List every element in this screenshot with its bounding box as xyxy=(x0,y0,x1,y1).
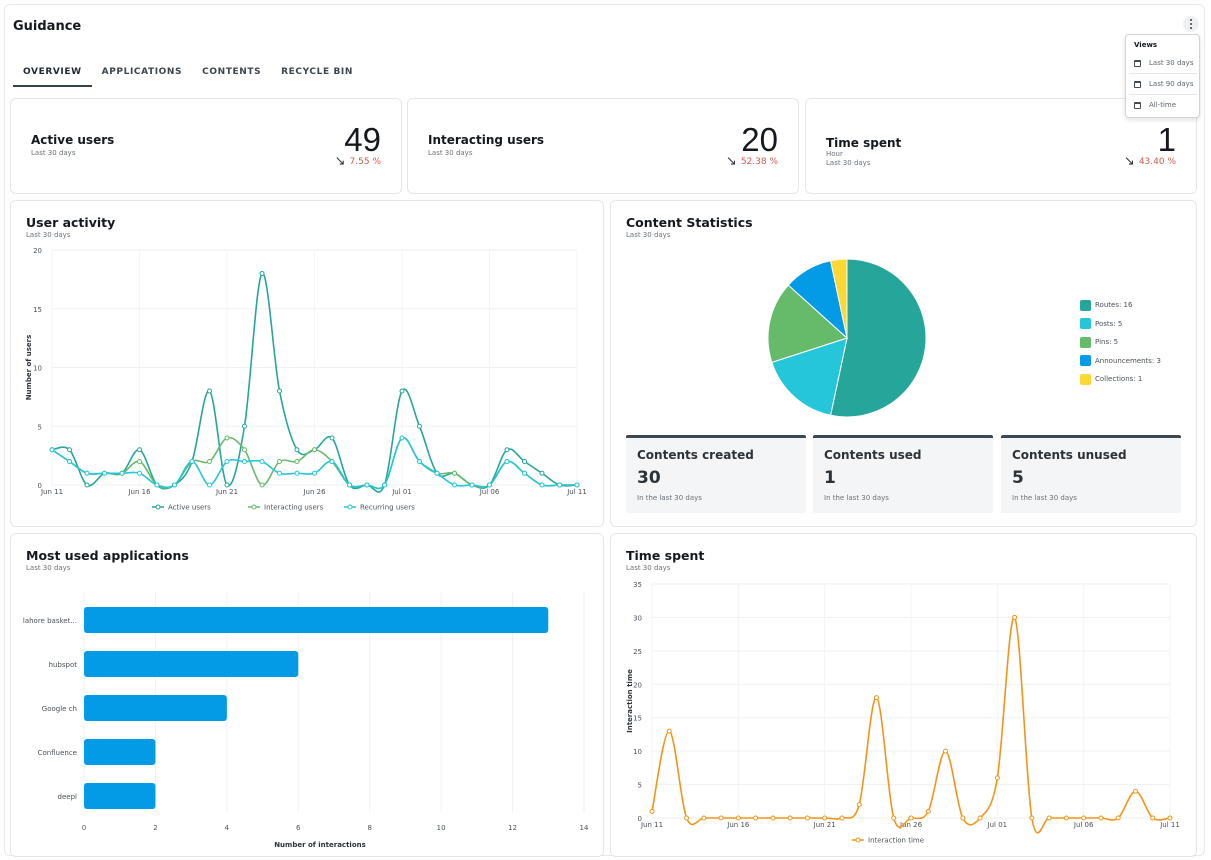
legend-label: Collections: 1 xyxy=(1095,375,1143,384)
kpi-period: Last 30 days xyxy=(826,159,871,167)
arrow-down-right-icon: ↘ xyxy=(1123,154,1135,169)
views-menu-title: Views xyxy=(1134,41,1158,49)
arrow-down-right-icon: ↘ xyxy=(334,154,346,169)
card-period: Last 30 days xyxy=(626,231,671,239)
card-period: Last 30 days xyxy=(26,231,71,239)
views-menu: Views Last 30 days Last 90 days All-time xyxy=(1125,34,1200,118)
kpi-label: Time spent xyxy=(826,136,902,150)
tab-applications[interactable]: APPLICATIONS xyxy=(101,67,183,77)
time-spent-card: Time spent Last 30 days xyxy=(610,533,1197,857)
kpi-card-active-users: Active users Last 30 days 49 ↘ 7.55 % xyxy=(10,98,402,194)
stat-contents-used: Contents used 1 In the last 30 days xyxy=(813,435,993,513)
dashboard-frame xyxy=(4,4,1205,856)
stat-sub: In the last 30 days xyxy=(1012,494,1077,502)
pie-legend: Routes: 16 Posts: 5 Pins: 5 Announcement… xyxy=(1080,296,1161,389)
kpi-trend: ↘ 43.40 % xyxy=(1123,154,1176,169)
card-title: Content Statistics xyxy=(626,215,753,230)
kpi-trend-value: 7.55 % xyxy=(349,157,381,167)
most-used-apps-card: Most used applications Last 30 days xyxy=(10,533,604,857)
legend-label: Routes: 16 xyxy=(1095,301,1133,310)
card-period: Last 30 days xyxy=(626,564,671,572)
kpi-trend: ↘ 52.38 % xyxy=(725,154,778,169)
legend-item-posts[interactable]: Posts: 5 xyxy=(1080,315,1161,334)
legend-label: Announcements: 3 xyxy=(1095,356,1161,365)
legend-item-pins[interactable]: Pins: 5 xyxy=(1080,333,1161,352)
kpi-unit: Hour xyxy=(826,150,843,158)
view-all-time[interactable]: All-time xyxy=(1129,95,1197,115)
view-label: Last 90 days xyxy=(1149,80,1194,88)
page-title: Guidance xyxy=(13,19,82,34)
card-title: User activity xyxy=(26,215,116,230)
legend-item-announcements[interactable]: Announcements: 3 xyxy=(1080,352,1161,371)
legend-label: Posts: 5 xyxy=(1095,319,1123,328)
kpi-value: 49 xyxy=(344,121,381,158)
kpi-period: Last 30 days xyxy=(428,149,473,157)
tab-bar: OVERVIEW APPLICATIONS CONTENTS RECYCLE B… xyxy=(13,66,363,87)
stat-label: Contents used xyxy=(824,448,922,462)
tab-overview[interactable]: OVERVIEW xyxy=(13,66,92,87)
card-title: Time spent xyxy=(626,548,705,563)
stat-value: 30 xyxy=(637,468,661,488)
calendar-icon xyxy=(1134,101,1141,109)
kpi-value: 1 xyxy=(1157,121,1176,158)
legend-label: Pins: 5 xyxy=(1095,338,1119,347)
kpi-trend: ↘ 7.55 % xyxy=(334,154,381,169)
kpi-period: Last 30 days xyxy=(31,149,76,157)
legend-item-collections[interactable]: Collections: 1 xyxy=(1080,370,1161,389)
stat-value: 1 xyxy=(824,468,836,488)
stat-sub: In the last 30 days xyxy=(637,494,702,502)
view-label: All-time xyxy=(1149,101,1177,109)
stat-label: Contents unused xyxy=(1012,448,1127,462)
card-period: Last 30 days xyxy=(26,564,71,572)
tab-contents[interactable]: CONTENTS xyxy=(202,67,262,77)
legend-item-routes[interactable]: Routes: 16 xyxy=(1080,296,1161,315)
kpi-trend-value: 52.38 % xyxy=(740,157,778,167)
stat-label: Contents created xyxy=(637,448,754,462)
arrow-down-right-icon: ↘ xyxy=(725,154,737,169)
stat-sub: In the last 30 days xyxy=(824,494,889,502)
card-title: Most used applications xyxy=(26,548,189,563)
view-last-90-days[interactable]: Last 90 days xyxy=(1129,74,1197,94)
calendar-icon xyxy=(1134,80,1141,88)
kpi-label: Active users xyxy=(31,133,115,147)
kpi-value: 20 xyxy=(741,121,778,158)
view-last-30-days[interactable]: Last 30 days xyxy=(1129,53,1197,73)
view-label: Last 30 days xyxy=(1149,59,1194,67)
vertical-ellipsis-icon[interactable] xyxy=(1183,16,1199,32)
stat-value: 5 xyxy=(1012,468,1024,488)
kpi-trend-value: 43.40 % xyxy=(1138,157,1176,167)
kpi-card-interacting-users: Interacting users Last 30 days 20 ↘ 52.38… xyxy=(407,98,799,194)
calendar-icon xyxy=(1134,59,1141,67)
kpi-label: Interacting users xyxy=(428,133,545,147)
user-activity-card: User activity Last 30 days xyxy=(10,200,604,527)
stat-contents-unused: Contents unused 5 In the last 30 days xyxy=(1001,435,1181,513)
tab-recycle-bin[interactable]: RECYCLE BIN xyxy=(281,67,353,77)
stat-contents-created: Contents created 30 In the last 30 days xyxy=(626,435,806,513)
